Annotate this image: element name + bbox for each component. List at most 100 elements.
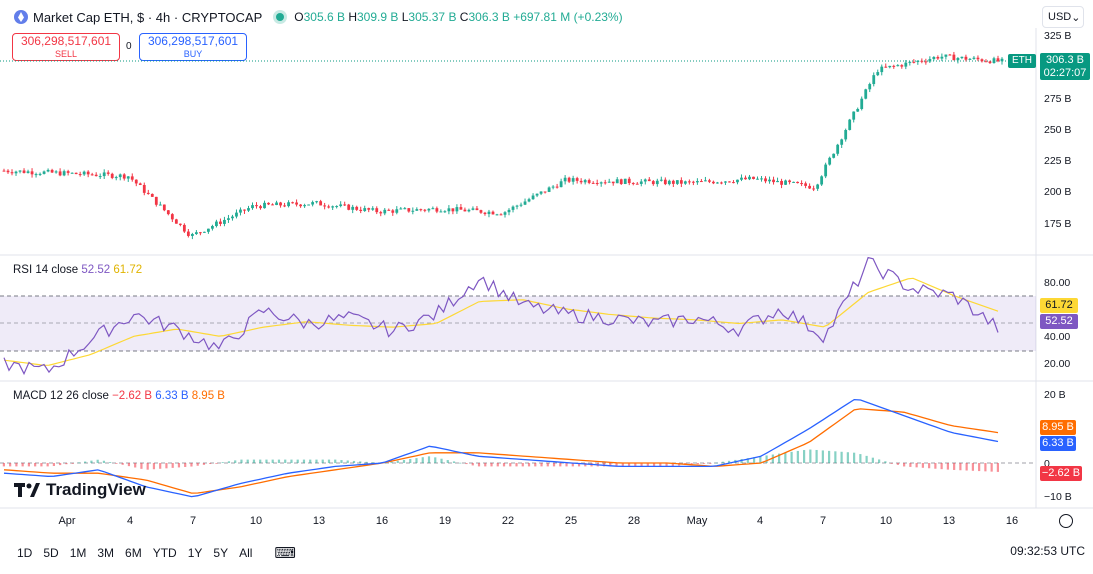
macd-histogram-bar xyxy=(90,460,93,463)
macd-histogram-bar xyxy=(909,463,912,467)
candle-body xyxy=(331,206,335,208)
macd-histogram-bar xyxy=(396,460,399,463)
candle-body xyxy=(976,57,980,60)
candle-body xyxy=(627,178,631,184)
candle-body xyxy=(928,59,932,62)
range-ytd[interactable]: YTD xyxy=(152,546,177,560)
range-6m[interactable]: 6M xyxy=(125,546,142,560)
macd-histogram-bar xyxy=(884,461,887,463)
macd-histogram-bar xyxy=(515,463,518,467)
x-axis-label: 4 xyxy=(756,515,764,527)
candle-body xyxy=(816,184,820,189)
tradingview-logo-icon xyxy=(14,483,40,497)
candle-body xyxy=(215,221,218,227)
rsi-axis-label: 40.00 xyxy=(1044,331,1071,343)
x-axis-label: May xyxy=(686,515,708,527)
macd-histogram-bar xyxy=(277,459,281,463)
candle-body xyxy=(70,172,74,174)
rsi-legend[interactable]: RSI 14 close 52.52 61.72 xyxy=(13,264,143,276)
candle-body xyxy=(607,181,611,183)
macd-histogram-bar xyxy=(390,461,393,463)
candle-body xyxy=(267,202,270,205)
macd-histogram-bar xyxy=(284,459,287,463)
candle-body xyxy=(343,204,347,206)
macd-legend[interactable]: MACD 12 26 close −2.62 B 6.33 B 8.95 B xyxy=(13,390,225,402)
candle-body xyxy=(399,208,403,210)
candle-body xyxy=(655,180,659,185)
macd-histogram-bar xyxy=(84,461,87,463)
candle-body xyxy=(479,210,483,213)
x-axis-label: 16 xyxy=(1005,515,1019,527)
macd-histogram-bar xyxy=(640,463,643,467)
utc-clock[interactable]: 09:32:53 UTC xyxy=(1010,544,1085,558)
x-axis-label: 7 xyxy=(189,515,197,527)
macd-histogram-bar xyxy=(796,450,799,463)
macd-histogram-bar xyxy=(546,463,549,467)
candle-body xyxy=(527,199,531,202)
candle-body xyxy=(916,60,920,62)
candle-body xyxy=(844,129,848,140)
range-5d[interactable]: 5D xyxy=(43,546,59,560)
macd-histogram-bar xyxy=(246,459,249,463)
macd-histogram-bar xyxy=(609,463,612,467)
candle-body xyxy=(651,181,655,185)
candle-body xyxy=(796,181,799,184)
candle-body xyxy=(98,176,102,178)
candle-body xyxy=(744,177,747,180)
range-1m[interactable]: 1M xyxy=(69,546,87,560)
macd-histogram-bar xyxy=(327,459,331,463)
chevron-down-icon: ⌄ xyxy=(1071,11,1081,24)
macd-histogram-bar xyxy=(721,461,724,463)
candle-body xyxy=(912,61,916,63)
macd-histogram-bar xyxy=(271,459,274,463)
tradingview-logo[interactable]: TradingView xyxy=(14,480,146,500)
rsi-axis-label: 80.00 xyxy=(1044,277,1071,289)
candle-body xyxy=(872,75,876,85)
candle-body xyxy=(471,208,475,210)
macd-histogram-bar xyxy=(71,463,74,464)
macd-histogram-bar xyxy=(409,459,412,463)
currency-select[interactable]: USD ⌄ xyxy=(1042,6,1084,28)
candle-body xyxy=(752,176,755,180)
macd-histogram-bar xyxy=(978,463,981,472)
candle-body xyxy=(355,206,359,210)
settings-gear-icon[interactable] xyxy=(1059,514,1073,528)
candle-body xyxy=(2,170,6,172)
candle-body xyxy=(523,201,527,205)
candle-series xyxy=(2,51,1004,240)
date-range-icon[interactable]: ⌨ xyxy=(274,545,297,562)
range-3m[interactable]: 3M xyxy=(97,546,115,560)
candle-body xyxy=(255,205,258,207)
range-all[interactable]: All xyxy=(239,546,253,560)
macd-histogram-bar xyxy=(202,463,206,465)
price-axis-label: 275 B xyxy=(1044,93,1072,105)
range-1d[interactable]: 1D xyxy=(17,546,33,560)
macd-histogram-bar xyxy=(928,463,931,469)
candle-body xyxy=(194,232,198,235)
candle-body xyxy=(503,212,507,215)
candle-body xyxy=(46,169,50,172)
candle-body xyxy=(279,202,282,206)
sell-button[interactable]: 306,298,517,601 SELL xyxy=(12,33,120,61)
range-5y[interactable]: 5Y xyxy=(213,546,229,560)
candle-body xyxy=(860,98,864,109)
macd-histogram-bar xyxy=(52,463,56,467)
macd-histogram-bar xyxy=(21,463,24,467)
macd-histogram-bar xyxy=(828,450,831,463)
candle-body xyxy=(150,193,154,197)
macd-histogram-bar xyxy=(440,458,443,463)
buy-button[interactable]: 306,298,517,601 BUY xyxy=(139,33,247,61)
macd-histogram-bar xyxy=(59,463,62,466)
candle-body xyxy=(944,54,948,57)
candle-body xyxy=(467,209,471,212)
candle-body xyxy=(800,183,803,185)
candle-body xyxy=(551,186,555,188)
range-1y[interactable]: 1Y xyxy=(187,546,203,560)
candle-body xyxy=(363,208,367,211)
macd-histogram-bar xyxy=(227,461,231,463)
macd-histogram-bar xyxy=(871,457,874,463)
candle-body xyxy=(371,208,375,210)
symbol-title[interactable]: Market Cap ETH, $ · 4h · CRYPTOCAP xyxy=(33,9,263,25)
candle-body xyxy=(615,179,619,184)
